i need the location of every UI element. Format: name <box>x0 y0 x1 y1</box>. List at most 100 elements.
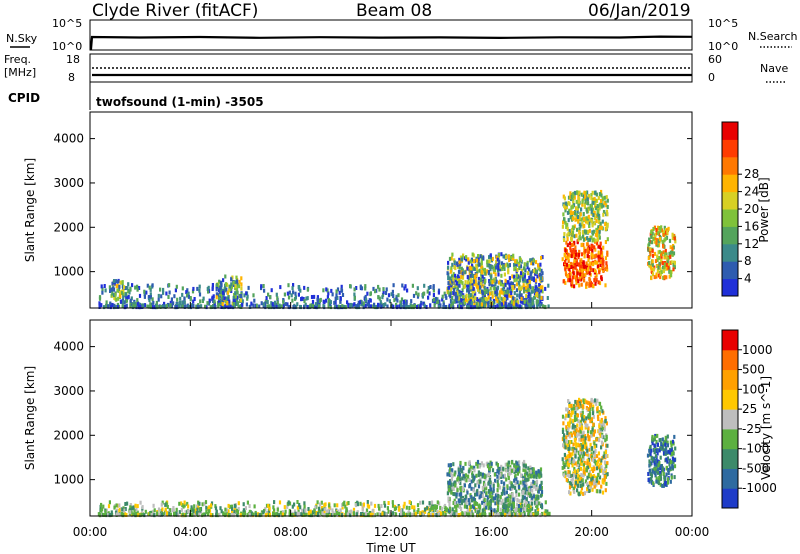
power-echo-cell <box>252 293 255 298</box>
power-echo-cell <box>598 192 601 197</box>
power-echo-cell <box>458 260 461 265</box>
power-echo-cell <box>520 293 523 298</box>
velocity-echo-cell <box>479 471 482 476</box>
velocity-echo-cell <box>501 508 504 513</box>
power-echo-cell <box>473 301 476 306</box>
velocity-echo-cell <box>470 465 473 470</box>
velocity-echo-cell <box>563 438 566 443</box>
power-echo-cell <box>657 265 660 270</box>
power-echo-cell <box>255 303 258 308</box>
velocity-echo-cell <box>195 510 198 515</box>
velocity-echo-cell <box>499 472 502 477</box>
velocity-echo-cell <box>579 457 582 462</box>
velocity-echo-cell <box>472 496 475 501</box>
power-echo-cell <box>596 237 599 242</box>
velocity-echo-cell <box>568 485 572 490</box>
power-echo-cell <box>122 292 125 297</box>
velocity-echo-cell <box>663 476 666 481</box>
velocity-echo-cell <box>583 491 586 496</box>
velocity-echo-cell <box>144 509 147 514</box>
velocity-echo-cell <box>460 485 463 490</box>
velocity-echo-cell <box>346 512 349 517</box>
power-echo-cell <box>377 295 380 300</box>
velocity-echo-cell <box>183 513 186 517</box>
velocity-echo-cell <box>435 505 438 509</box>
power-echo-cell <box>563 238 566 242</box>
power-echo-cell <box>487 303 490 308</box>
velocity-echo-cell <box>509 494 512 499</box>
velocity-echo-cell <box>572 486 575 491</box>
velocity-colorbar-tick-label: -25 <box>742 422 762 436</box>
velocity-echo-cell <box>527 466 530 471</box>
velocity-echo-cell <box>580 399 583 404</box>
velocity-echo-cell <box>512 497 515 502</box>
power-echo-cell <box>523 299 526 304</box>
power-echo-cell <box>327 291 330 296</box>
power-echo-cell <box>466 304 469 309</box>
power-echo-cell <box>340 284 343 289</box>
power-echo-cell <box>647 247 650 252</box>
velocity-echo-cell <box>175 507 178 512</box>
power-echo-cell <box>512 305 515 310</box>
power-echo-cell <box>591 207 595 212</box>
power-echo-cell <box>381 292 385 297</box>
velocity-echo-cell <box>231 506 234 511</box>
power-echo-cell <box>509 289 512 293</box>
power-echo-cell <box>447 276 450 281</box>
velocity-echo-cell <box>572 418 575 423</box>
power-echo-cell <box>400 297 404 302</box>
velocity-echo-cell <box>391 511 394 516</box>
power-echo-cell <box>443 291 446 296</box>
power-echo-cell <box>570 243 573 247</box>
power-echo-cell <box>520 271 523 276</box>
power-echo-cell <box>189 305 192 310</box>
velocity-echo-cell <box>604 488 607 493</box>
velocity-echo-cell <box>405 505 408 510</box>
power-colorbar-tick-label: 8 <box>744 254 752 268</box>
power-echo-cell <box>582 194 585 199</box>
velocity-echo-cell <box>136 513 139 517</box>
velocity-echo-cell <box>598 401 602 406</box>
power-echo-cell <box>598 202 601 207</box>
velocity-echo-cell <box>491 468 495 473</box>
power-echo-cell <box>484 278 487 283</box>
power-echo-cell <box>564 248 567 253</box>
power-echo-cell <box>573 240 576 245</box>
velocity-echo-cell <box>532 512 535 517</box>
power-echo-cell <box>495 265 498 270</box>
velocity-echo-cell <box>600 468 603 473</box>
power-echo-cell <box>436 297 439 302</box>
sky-left-label: N.Sky <box>6 32 38 45</box>
power-echo-cell <box>292 290 295 295</box>
velocity-echo-cell <box>604 438 607 443</box>
power-echo-cell <box>461 268 464 273</box>
power-echo-cell <box>455 290 459 295</box>
velocity-echo-cell <box>670 473 673 478</box>
power-echo-cell <box>432 288 435 293</box>
velocity-echo-cell <box>312 510 315 515</box>
power-echo-cell <box>575 233 578 238</box>
velocity-echo-cell <box>243 511 247 516</box>
velocity-echo-cell <box>576 413 579 418</box>
velocity-echo-cell <box>473 465 476 470</box>
power-echo-cell <box>602 212 605 217</box>
power-echo-cell <box>387 293 391 298</box>
velocity-echo-cell <box>264 513 267 518</box>
power-echo-cell <box>208 301 211 306</box>
power-echo-cell <box>153 305 156 310</box>
velocity-echo-cell <box>451 485 454 490</box>
power-echo-cell <box>508 258 511 263</box>
power-echo-cell <box>672 262 675 267</box>
velocity-echo-cell <box>204 500 208 505</box>
power-echo-cell <box>444 305 448 309</box>
velocity-echo-cell <box>360 512 363 516</box>
velocity-echo-cell <box>504 462 507 467</box>
power-echo-cell <box>494 290 497 295</box>
velocity-echo-cell <box>505 490 508 495</box>
velocity-echo-cell <box>565 425 568 430</box>
power-echo-cell <box>587 255 591 259</box>
power-echo-cell <box>529 258 532 263</box>
power-echo-cell <box>311 299 315 304</box>
power-echo-cell <box>539 276 543 281</box>
power-echo-cell <box>456 287 459 292</box>
